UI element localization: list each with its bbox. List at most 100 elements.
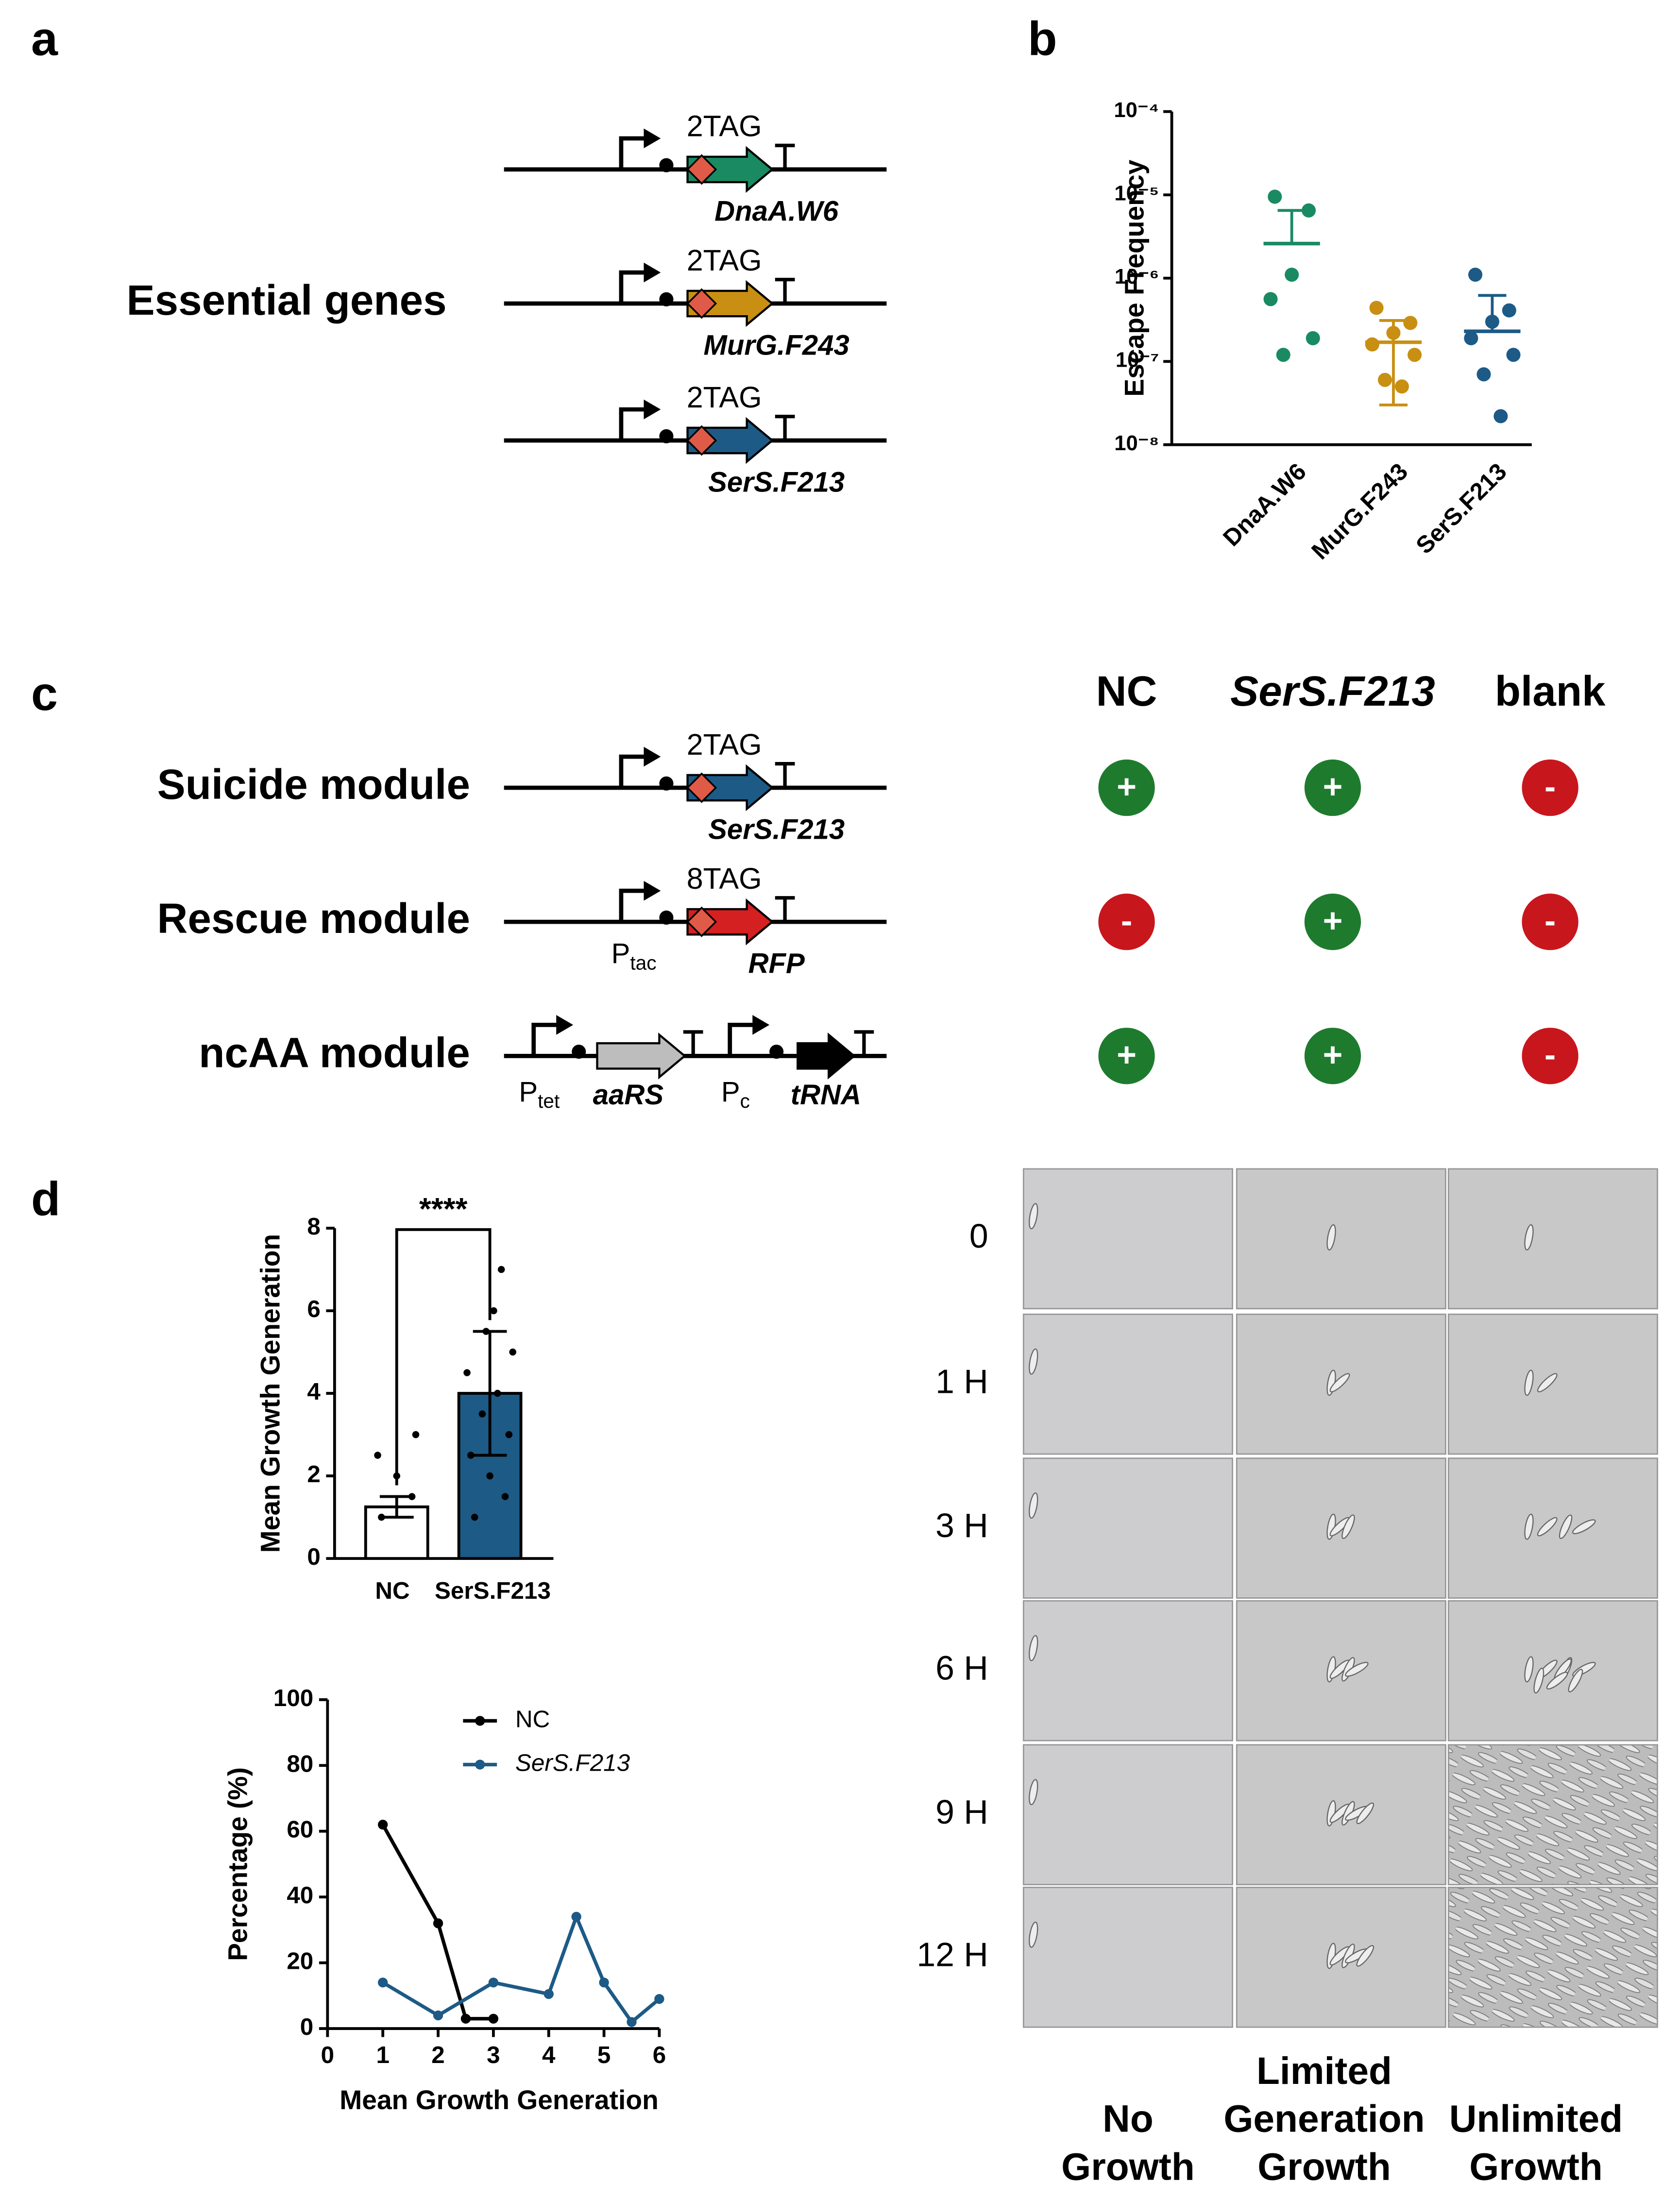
rbs bbox=[659, 910, 674, 925]
promoter-label: Ptet bbox=[519, 1076, 560, 1112]
y-tick-label: 80 bbox=[287, 1750, 313, 1777]
cell bbox=[1568, 1669, 1583, 1692]
promoter-arrow-head bbox=[752, 1015, 770, 1035]
column-label: Growth bbox=[1257, 2145, 1391, 2188]
micrograph bbox=[1022, 1313, 1234, 1455]
y-tick-label: 40 bbox=[287, 1882, 313, 1909]
significance-bracket bbox=[395, 1228, 492, 1486]
x-tick-label: MurG.F243 bbox=[1307, 458, 1413, 564]
promoter-arrow-head bbox=[644, 399, 661, 420]
data-point bbox=[433, 2010, 443, 2021]
gene-label: SerS.F213 bbox=[708, 814, 845, 846]
data-point bbox=[1301, 203, 1316, 218]
y-tick-label: 0 bbox=[307, 1543, 320, 1570]
micrograph bbox=[1447, 1457, 1658, 1599]
tag-label: 2TAG bbox=[687, 381, 762, 414]
promoter-main: P bbox=[519, 1076, 538, 1108]
data-point bbox=[490, 1307, 497, 1315]
time-label: 6 H bbox=[935, 1649, 988, 1687]
x-tick-label: 1 bbox=[376, 2042, 389, 2068]
y-axis-label: Mean Growth Generation bbox=[255, 1234, 286, 1553]
data-point bbox=[571, 1911, 581, 1922]
rbs bbox=[659, 776, 674, 791]
panel-a-title: Essential genes bbox=[127, 277, 447, 324]
data-point bbox=[488, 1978, 499, 1988]
y-tick-label: 10⁻⁸ bbox=[1114, 432, 1159, 455]
data-point bbox=[433, 1918, 443, 1928]
data-point bbox=[505, 1431, 513, 1438]
y-tick-label: 10⁻⁵ bbox=[1114, 182, 1159, 205]
x-tick-label: SerS.F213 bbox=[1411, 458, 1512, 559]
gene-arrow bbox=[596, 1032, 687, 1080]
gene-arrow bbox=[797, 1032, 856, 1080]
amber-site bbox=[686, 425, 717, 456]
promoter-main: P bbox=[611, 938, 630, 969]
y-tick-label: 20 bbox=[287, 1948, 313, 1975]
promoter-sub: tet bbox=[538, 1090, 560, 1112]
promoter-arrow bbox=[531, 1023, 560, 1056]
rbs bbox=[769, 1045, 784, 1059]
promoter-arrow bbox=[619, 136, 647, 169]
column-header: blank bbox=[1495, 668, 1606, 715]
cell bbox=[1533, 1668, 1544, 1694]
status-sign: - bbox=[1544, 1036, 1556, 1074]
x-tick-label: SerS.F213 bbox=[435, 1577, 551, 1604]
y-tick-label: 2 bbox=[307, 1461, 320, 1488]
cell bbox=[1559, 1514, 1573, 1539]
micrograph bbox=[1022, 1600, 1234, 1742]
cell bbox=[1572, 1519, 1596, 1535]
series-line bbox=[382, 1911, 661, 2025]
y-tick-label: 0 bbox=[300, 2013, 313, 2040]
promoter-label: Ptac bbox=[611, 938, 657, 974]
data-point bbox=[1306, 331, 1320, 345]
promoter-arrow bbox=[619, 888, 647, 922]
cell bbox=[1029, 1921, 1038, 1948]
data-point bbox=[1365, 337, 1379, 352]
data-point bbox=[486, 1472, 493, 1480]
column-label: No bbox=[1103, 2098, 1154, 2140]
significance-label: **** bbox=[419, 1191, 468, 1226]
x-tick-label: 6 bbox=[653, 2042, 666, 2068]
data-point bbox=[1408, 348, 1422, 362]
data-point bbox=[478, 1410, 486, 1418]
tag-label: 2TAG bbox=[687, 728, 762, 761]
rbs bbox=[659, 158, 674, 172]
column-label: Limited bbox=[1256, 2049, 1392, 2092]
x-axis-label: Mean Growth Generation bbox=[339, 2085, 659, 2115]
column-label: Growth bbox=[1469, 2145, 1603, 2188]
data-point bbox=[467, 1452, 475, 1459]
data-point bbox=[1493, 409, 1508, 423]
legend-label: NC bbox=[515, 1706, 550, 1732]
status-sign: + bbox=[1117, 1036, 1137, 1074]
promoter-arrow-head bbox=[644, 746, 661, 767]
status-sign: + bbox=[1117, 767, 1137, 805]
micrograph bbox=[1447, 1313, 1658, 1455]
data-point bbox=[1506, 348, 1521, 362]
status-sign: - bbox=[1544, 902, 1556, 940]
data-point bbox=[509, 1348, 516, 1356]
data-point bbox=[627, 2017, 637, 2027]
promoter-arrow-head bbox=[556, 1015, 574, 1035]
data-point bbox=[374, 1452, 381, 1459]
x-tick-label: 5 bbox=[597, 2042, 611, 2068]
promoter-sub: c bbox=[740, 1090, 750, 1112]
status-badge bbox=[1098, 894, 1155, 950]
tag-label: 2TAG bbox=[687, 244, 762, 277]
cell bbox=[1029, 1779, 1038, 1806]
data-point bbox=[1276, 348, 1290, 362]
status-sign: - bbox=[1121, 902, 1132, 940]
status-badge bbox=[1522, 759, 1578, 816]
x-tick-label: 0 bbox=[321, 2042, 334, 2068]
data-point bbox=[412, 1431, 420, 1438]
promoter-sub: tac bbox=[630, 951, 656, 974]
series-line bbox=[381, 1824, 493, 2021]
data-point bbox=[378, 1819, 388, 1830]
column-header: NC bbox=[1096, 668, 1157, 715]
data-point bbox=[543, 1989, 554, 1999]
tag-label: 8TAG bbox=[687, 862, 762, 895]
y-axis-label: Percentage (%) bbox=[223, 1767, 253, 1961]
column-label: Growth bbox=[1061, 2145, 1195, 2188]
panel-label: a bbox=[31, 12, 58, 65]
cell bbox=[1524, 1224, 1534, 1251]
